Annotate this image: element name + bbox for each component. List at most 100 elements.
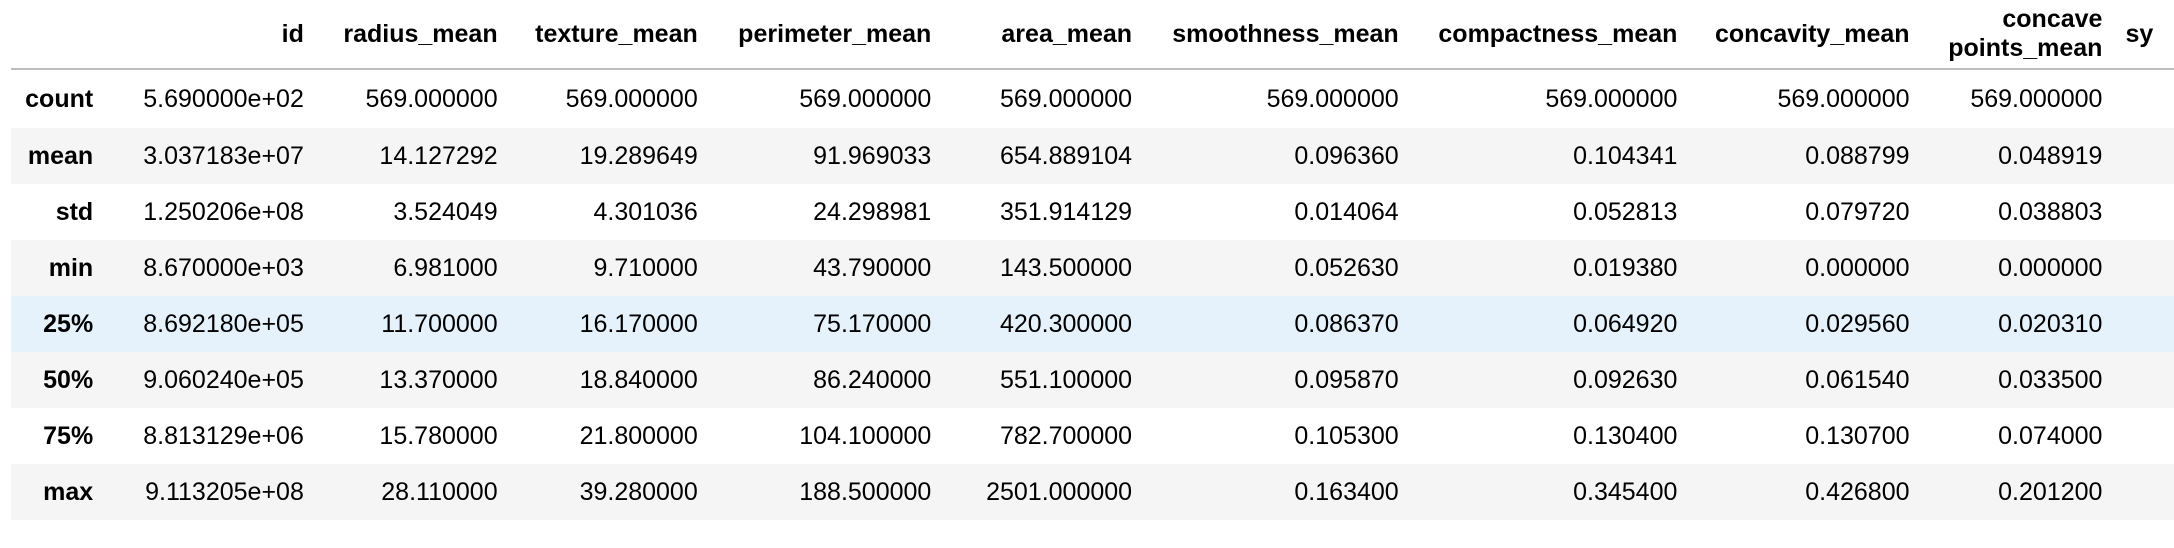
table-cell: 0.064920 bbox=[1573, 309, 1678, 338]
table-cell: 569.000000 bbox=[1545, 84, 1678, 113]
header-concavity-mean: concavity_mean bbox=[1690, 0, 1923, 70]
table-cell: 19.289649 bbox=[579, 141, 698, 170]
table-cell: 351.914129 bbox=[999, 197, 1133, 226]
table-cell: 0.163400 bbox=[1294, 477, 1399, 506]
row-label: std bbox=[55, 197, 94, 226]
table-cell: 0.029560 bbox=[1805, 309, 1910, 338]
table-cell: 4.301036 bbox=[593, 197, 698, 226]
table-cell: 14.127292 bbox=[379, 141, 498, 170]
dataframe-output: id radius_mean texture_mean perimeter_me… bbox=[11, 0, 2174, 548]
table-cell: 0.095870 bbox=[1294, 365, 1399, 394]
table-cell: 28.110000 bbox=[381, 477, 498, 506]
table-cell: 0.426800 bbox=[1805, 477, 1910, 506]
table-cell: 8.692180e+05 bbox=[143, 309, 304, 338]
header-index bbox=[11, 0, 107, 70]
row-label: 75% bbox=[43, 421, 94, 450]
header-smoothness-mean: smoothness_mean bbox=[1145, 0, 1412, 70]
table-cell: 18.840000 bbox=[579, 365, 698, 394]
table-cell: 43.790000 bbox=[813, 253, 932, 282]
header-compactness-mean: compactness_mean bbox=[1411, 0, 1691, 70]
table-cell: 569.000000 bbox=[999, 84, 1133, 113]
table-cell: 0.092630 bbox=[1573, 365, 1678, 394]
header-symmetry-clipped: sy bbox=[2115, 0, 2174, 70]
table-cell: 0.096360 bbox=[1294, 141, 1399, 170]
row-label: mean bbox=[27, 141, 94, 170]
table-cell-clipped bbox=[2115, 352, 2174, 408]
row-label: 50% bbox=[43, 365, 94, 394]
table-cell: 420.300000 bbox=[999, 309, 1133, 338]
table-cell: 0.345400 bbox=[1573, 477, 1678, 506]
table-cell: 0.033500 bbox=[1998, 365, 2103, 394]
header-id: id bbox=[106, 0, 317, 70]
header-concave-line1: concave bbox=[2002, 5, 2103, 33]
table-cell: 3.037183e+07 bbox=[143, 141, 304, 170]
header-concave-points-mean: concave points_mean bbox=[1922, 0, 2116, 70]
table-cell: 15.780000 bbox=[379, 421, 498, 450]
header-clipped-label: sy bbox=[2125, 19, 2154, 48]
table-cell: 9.710000 bbox=[593, 253, 698, 282]
table-cell-clipped bbox=[2115, 240, 2174, 296]
table-cell: 13.370000 bbox=[379, 365, 498, 394]
table-cell: 654.889104 bbox=[999, 141, 1133, 170]
table-cell-clipped bbox=[2115, 69, 2174, 128]
header-area-mean: area_mean bbox=[944, 0, 1146, 70]
table-cell: 0.061540 bbox=[1805, 365, 1910, 394]
table-cell-clipped bbox=[2115, 464, 2174, 520]
table-cell: 0.019380 bbox=[1573, 253, 1678, 282]
table-row: count 5.690000e+02 569.000000 569.000000 569… bbox=[11, 69, 2174, 128]
table-cell: 0.104341 bbox=[1573, 141, 1678, 170]
table-cell: 188.500000 bbox=[799, 477, 932, 506]
table-cell: 11.700000 bbox=[381, 309, 498, 338]
table-row: max 9.113205e+08 28.110000 39.280000 188.500… bbox=[11, 464, 2174, 520]
table-cell: 2501.000000 bbox=[986, 477, 1133, 506]
table-cell: 551.100000 bbox=[999, 365, 1133, 394]
table-cell-clipped bbox=[2115, 296, 2174, 352]
table-cell: 0.020310 bbox=[1998, 309, 2103, 338]
table-cell: 104.100000 bbox=[799, 421, 932, 450]
table-cell: 0.000000 bbox=[1805, 253, 1910, 282]
table-cell: 0.130700 bbox=[1805, 421, 1910, 450]
table-cell: 569.000000 bbox=[799, 84, 932, 113]
table-cell: 8.670000e+03 bbox=[143, 253, 304, 282]
table-cell: 9.060240e+05 bbox=[143, 365, 304, 394]
header-concave-line2: points_mean bbox=[1948, 34, 2103, 62]
table-cell: 569.000000 bbox=[1266, 84, 1399, 113]
table-cell: 6.981000 bbox=[393, 253, 498, 282]
table-cell: 5.690000e+02 bbox=[143, 84, 304, 113]
table-cell: 569.000000 bbox=[565, 84, 698, 113]
row-label: max bbox=[43, 477, 94, 506]
table-cell: 569.000000 bbox=[1777, 84, 1910, 113]
table-cell: 21.800000 bbox=[579, 421, 698, 450]
table-cell: 91.969033 bbox=[813, 141, 932, 170]
table-cell: 9.113205e+08 bbox=[145, 477, 304, 506]
table-cell-clipped bbox=[2115, 408, 2174, 464]
table-cell: 24.298981 bbox=[813, 197, 932, 226]
table-cell: 782.700000 bbox=[999, 421, 1133, 450]
table-cell: 0.052813 bbox=[1573, 197, 1678, 226]
table-cell: 0.088799 bbox=[1805, 141, 1910, 170]
header-perimeter-mean: perimeter_mean bbox=[710, 0, 945, 70]
table-cell: 0.000000 bbox=[1998, 253, 2103, 282]
row-label: count bbox=[25, 84, 94, 113]
table-cell: 86.240000 bbox=[813, 365, 932, 394]
table-cell: 0.074000 bbox=[1998, 421, 2103, 450]
table-body: count 5.690000e+02 569.000000 569.000000 569… bbox=[11, 69, 2174, 520]
table-cell-clipped bbox=[2115, 128, 2174, 184]
table-cell: 0.086370 bbox=[1294, 309, 1399, 338]
table-cell: 75.170000 bbox=[813, 309, 932, 338]
header-radius-mean: radius_mean bbox=[316, 0, 511, 70]
table-cell: 143.500000 bbox=[999, 253, 1133, 282]
table-cell: 0.014064 bbox=[1294, 197, 1399, 226]
table-cell: 1.250206e+08 bbox=[143, 197, 304, 226]
table-row: min 8.670000e+03 6.981000 9.710000 43.790000… bbox=[11, 240, 2174, 296]
table-row: std 1.250206e+08 3.524049 4.301036 24.298981… bbox=[11, 184, 2174, 240]
table-cell: 0.130400 bbox=[1573, 421, 1678, 450]
table-cell: 0.048919 bbox=[1998, 141, 2103, 170]
table-cell: 16.170000 bbox=[579, 309, 698, 338]
table-cell: 39.280000 bbox=[579, 477, 698, 506]
table-cell-clipped bbox=[2115, 184, 2174, 240]
table-cell: 0.079720 bbox=[1805, 197, 1910, 226]
row-label: min bbox=[48, 253, 94, 282]
table-cell: 569.000000 bbox=[365, 84, 498, 113]
header-texture-mean: texture_mean bbox=[510, 0, 711, 70]
